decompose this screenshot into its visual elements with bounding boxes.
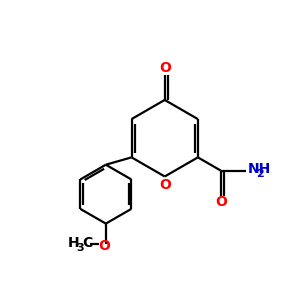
Text: O: O xyxy=(98,239,110,253)
Text: C: C xyxy=(82,236,92,250)
Text: O: O xyxy=(215,195,227,209)
Text: NH: NH xyxy=(247,162,271,176)
Text: 2: 2 xyxy=(256,169,264,179)
Text: H: H xyxy=(68,236,79,250)
Text: O: O xyxy=(159,178,171,192)
Text: 3: 3 xyxy=(76,243,84,253)
Text: O: O xyxy=(159,61,171,75)
